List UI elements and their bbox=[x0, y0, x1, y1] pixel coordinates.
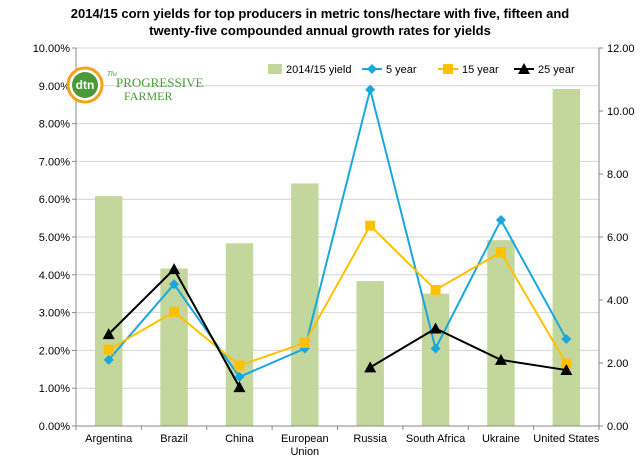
dtn-progressive-farmer-logo: dtn The PROGRESSIVE FARMER bbox=[66, 66, 203, 104]
gridlines bbox=[76, 47, 599, 427]
logo-brand-line-1: PROGRESSIVE bbox=[116, 75, 203, 90]
x-tick-label-line: Ukraine bbox=[482, 433, 520, 445]
point-15-year-7 bbox=[561, 358, 572, 369]
x-tick-label-line: Brazil bbox=[160, 433, 188, 445]
x-tick-label-line: South Africa bbox=[406, 433, 466, 445]
bar-1 bbox=[160, 268, 188, 426]
point-5-year-0 bbox=[103, 354, 114, 365]
legend-marker-25-year bbox=[518, 63, 530, 74]
x-tick-label-3: European Union bbox=[281, 433, 329, 458]
point-15-year-3 bbox=[299, 337, 310, 348]
x-tick-label-4: Russia bbox=[353, 433, 388, 445]
left-tick-label-2: 2.00% bbox=[39, 345, 70, 357]
x-tick-label-line: European bbox=[281, 433, 329, 445]
right-tick-label-4: 8.00 bbox=[607, 169, 628, 181]
right-tick-label-2: 4.00 bbox=[607, 295, 628, 307]
x-tick-label-line: Russia bbox=[353, 433, 388, 445]
right-tick-label-0: 0.00 bbox=[607, 421, 628, 433]
legend-marker-15-year bbox=[443, 64, 453, 74]
left-tick-label-5: 5.00% bbox=[39, 232, 70, 244]
line-series bbox=[102, 84, 573, 393]
legend-label-15-year: 15 year bbox=[462, 64, 499, 76]
left-tick-label-10: 10.00% bbox=[33, 43, 71, 55]
x-tick-label-5: South Africa bbox=[406, 433, 466, 445]
legend-marker-5-year bbox=[367, 64, 377, 74]
point-5-year-5 bbox=[430, 343, 441, 354]
point-15-year-0 bbox=[103, 344, 114, 355]
point-25-year-6 bbox=[494, 353, 507, 365]
bar-7 bbox=[552, 88, 581, 426]
point-25-year-7 bbox=[560, 364, 573, 376]
left-tick-label-1: 1.00% bbox=[39, 383, 70, 395]
logo-badge bbox=[72, 72, 98, 98]
point-5-year-7 bbox=[561, 334, 572, 345]
right-tick-label-5: 10.00 bbox=[607, 106, 635, 118]
x-tick-label-7: United States bbox=[533, 433, 600, 445]
point-5-year-2 bbox=[234, 371, 245, 382]
bar-series bbox=[94, 88, 581, 426]
left-tick-label-6: 6.00% bbox=[39, 194, 70, 206]
point-15-year-6 bbox=[495, 247, 506, 258]
x-tick-label-6: Ukraine bbox=[482, 433, 520, 445]
right-tick-label-1: 2.00 bbox=[607, 358, 628, 370]
logo-mark-text: dtn bbox=[76, 78, 95, 92]
x-tick-label-line: United States bbox=[533, 433, 600, 445]
point-15-year-4 bbox=[365, 220, 376, 231]
logo-brand-line-2: FARMER bbox=[124, 89, 172, 103]
left-tick-label-0: 0.00% bbox=[39, 421, 70, 433]
point-5-year-6 bbox=[495, 214, 506, 225]
point-25-year-2 bbox=[233, 381, 246, 393]
left-tick-label-8: 8.00% bbox=[39, 119, 70, 131]
logo-brand-prefix: The bbox=[107, 70, 118, 78]
chart-title-line-2: twenty-five compounded annual growth rat… bbox=[149, 23, 491, 38]
line-25-year-1 bbox=[369, 327, 567, 372]
x-tick-label-line: Argentina bbox=[85, 433, 133, 445]
bar-3 bbox=[291, 183, 319, 426]
bar-0 bbox=[94, 196, 123, 426]
point-15-year-5 bbox=[430, 284, 441, 295]
legend-swatch-2014/15-yield bbox=[268, 64, 282, 74]
line-15-year-0 bbox=[108, 224, 568, 367]
point-25-year-5 bbox=[429, 322, 442, 334]
left-tick-label-4: 4.00% bbox=[39, 270, 70, 282]
legend-label-5-year: 5 year bbox=[386, 64, 417, 76]
x-tick-label-1: Brazil bbox=[160, 433, 188, 445]
point-5-year-1 bbox=[169, 279, 180, 290]
point-15-year-2 bbox=[234, 360, 245, 371]
x-tick-label-line: Union bbox=[290, 446, 319, 458]
bar-6 bbox=[487, 240, 515, 426]
chart-title: 2014/15 corn yields for top producers in… bbox=[0, 5, 640, 39]
point-15-year-1 bbox=[169, 306, 180, 317]
bar-4 bbox=[356, 281, 384, 426]
point-25-year-0 bbox=[102, 328, 115, 340]
right-tick-label-3: 6.00 bbox=[607, 232, 628, 244]
point-25-year-1 bbox=[168, 263, 181, 275]
chart-title-line-1: 2014/15 corn yields for top producers in… bbox=[70, 6, 570, 21]
legend: 2014/15 yield 5 year 15 year 25 year bbox=[268, 63, 575, 76]
left-tick-label-7: 7.00% bbox=[39, 156, 70, 168]
x-tick-label-line: China bbox=[225, 433, 255, 445]
left-tick-label-3: 3.00% bbox=[39, 308, 70, 320]
legend-label-2014/15-yield: 2014/15 yield bbox=[286, 64, 351, 76]
point-5-year-4 bbox=[365, 84, 376, 95]
bar-2 bbox=[225, 243, 254, 426]
line-5-year-0 bbox=[107, 89, 568, 379]
right-tick-label-6: 12.00 bbox=[607, 43, 635, 55]
legend-label-25-year: 25 year bbox=[538, 64, 575, 76]
point-25-year-4 bbox=[364, 361, 377, 373]
x-tick-label-2: China bbox=[225, 433, 255, 445]
axes: 0.00% 1.00% 2.00% 3.00% 4.00% 5.00% 6.00% 7.00%… bbox=[33, 43, 635, 458]
left-tick-label-9: 9.00% bbox=[39, 81, 70, 93]
x-tick-label-0: Argentina bbox=[85, 433, 133, 445]
